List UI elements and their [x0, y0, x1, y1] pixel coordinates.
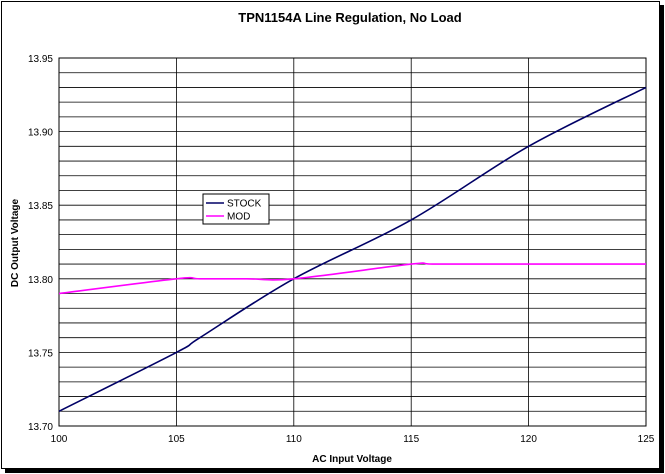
plot-area: [58, 57, 647, 427]
y-tick-label: 13.85: [28, 201, 53, 212]
x-tick-label: 105: [168, 434, 185, 445]
chart-title: TPN1154A Line Regulation, No Load: [238, 10, 461, 25]
x-axis-ticks: 100 105 110 115 120 125: [51, 434, 655, 445]
grid: [59, 58, 646, 426]
series-line-stock: [58, 86, 647, 412]
y-tick-label: 13.70: [28, 422, 53, 433]
x-tick-label: 110: [286, 434, 302, 445]
legend: STOCK MOD: [202, 193, 270, 225]
y-tick-label: 13.90: [28, 128, 53, 139]
y-axis-label: DC Output Voltage: [10, 198, 21, 287]
x-tick-label: 120: [520, 434, 537, 445]
legend-box: [202, 193, 270, 225]
x-tick-label: 125: [638, 434, 655, 445]
y-tick-label: 13.95: [28, 54, 53, 65]
x-axis-label: AC Input Voltage: [312, 454, 392, 465]
legend-label-mod: MOD: [227, 212, 250, 223]
series-line-mod: [58, 262, 646, 295]
y-tick-label: 13.80: [28, 275, 53, 286]
y-tick-label: 13.75: [28, 348, 53, 359]
legend-label-stock: STOCK: [227, 199, 262, 210]
series-lines: [58, 86, 647, 412]
x-tick-label: 100: [51, 434, 68, 445]
x-tick-label: 115: [403, 434, 419, 445]
y-axis-ticks: 13.70 13.75 13.80 13.85 13.90 13.95: [28, 54, 53, 433]
